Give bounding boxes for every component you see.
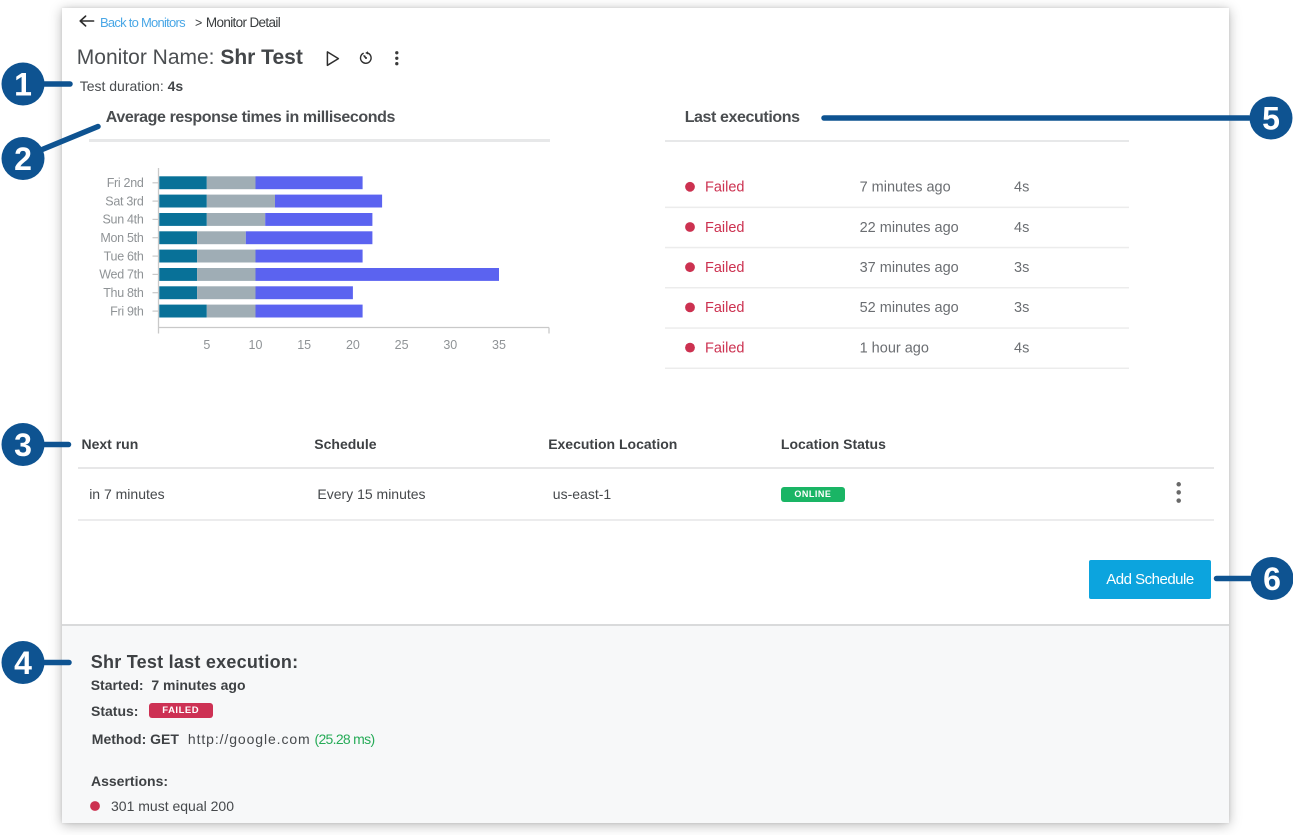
- svg-text:Failed: Failed: [705, 340, 745, 356]
- svg-text:3: 3: [14, 427, 32, 463]
- svg-text:4s: 4s: [1014, 340, 1029, 356]
- svg-text:3s: 3s: [1014, 300, 1029, 316]
- svg-text:3s: 3s: [1014, 260, 1029, 276]
- svg-text:15: 15: [297, 338, 311, 352]
- svg-text:2: 2: [14, 141, 32, 177]
- svg-text:1 hour ago: 1 hour ago: [860, 340, 929, 356]
- svg-text:6: 6: [1263, 561, 1281, 597]
- svg-text:30: 30: [443, 338, 457, 352]
- svg-text:Tue 6th: Tue 6th: [104, 249, 144, 263]
- svg-text:Failed: Failed: [705, 220, 745, 236]
- svg-text:Fri 2nd: Fri 2nd: [107, 176, 144, 190]
- svg-text:35: 35: [492, 338, 506, 352]
- svg-text:Mon 5th: Mon 5th: [100, 231, 143, 245]
- svg-text:4s: 4s: [1014, 220, 1029, 236]
- svg-text:5: 5: [1262, 101, 1280, 137]
- svg-text:10: 10: [249, 338, 263, 352]
- svg-text:Wed 7th: Wed 7th: [99, 268, 144, 282]
- svg-text:Fri 9th: Fri 9th: [110, 304, 144, 318]
- svg-text:Thu 8th: Thu 8th: [103, 286, 144, 300]
- svg-text:52 minutes ago: 52 minutes ago: [860, 300, 959, 316]
- svg-text:4: 4: [14, 645, 32, 681]
- svg-text:22 minutes ago: 22 minutes ago: [860, 220, 959, 236]
- svg-text:7 minutes ago: 7 minutes ago: [860, 180, 951, 196]
- svg-text:4s: 4s: [1014, 180, 1029, 196]
- svg-text:Sun 4th: Sun 4th: [103, 213, 144, 227]
- svg-text:5: 5: [203, 338, 210, 352]
- svg-text:Failed: Failed: [705, 180, 745, 196]
- svg-text:25: 25: [395, 338, 409, 352]
- svg-text:20: 20: [346, 338, 360, 352]
- svg-text:1: 1: [14, 67, 32, 103]
- svg-text:Sat 3rd: Sat 3rd: [105, 194, 144, 208]
- svg-text:37 minutes ago: 37 minutes ago: [860, 260, 959, 276]
- svg-text:Failed: Failed: [705, 260, 745, 276]
- svg-text:Failed: Failed: [705, 300, 745, 316]
